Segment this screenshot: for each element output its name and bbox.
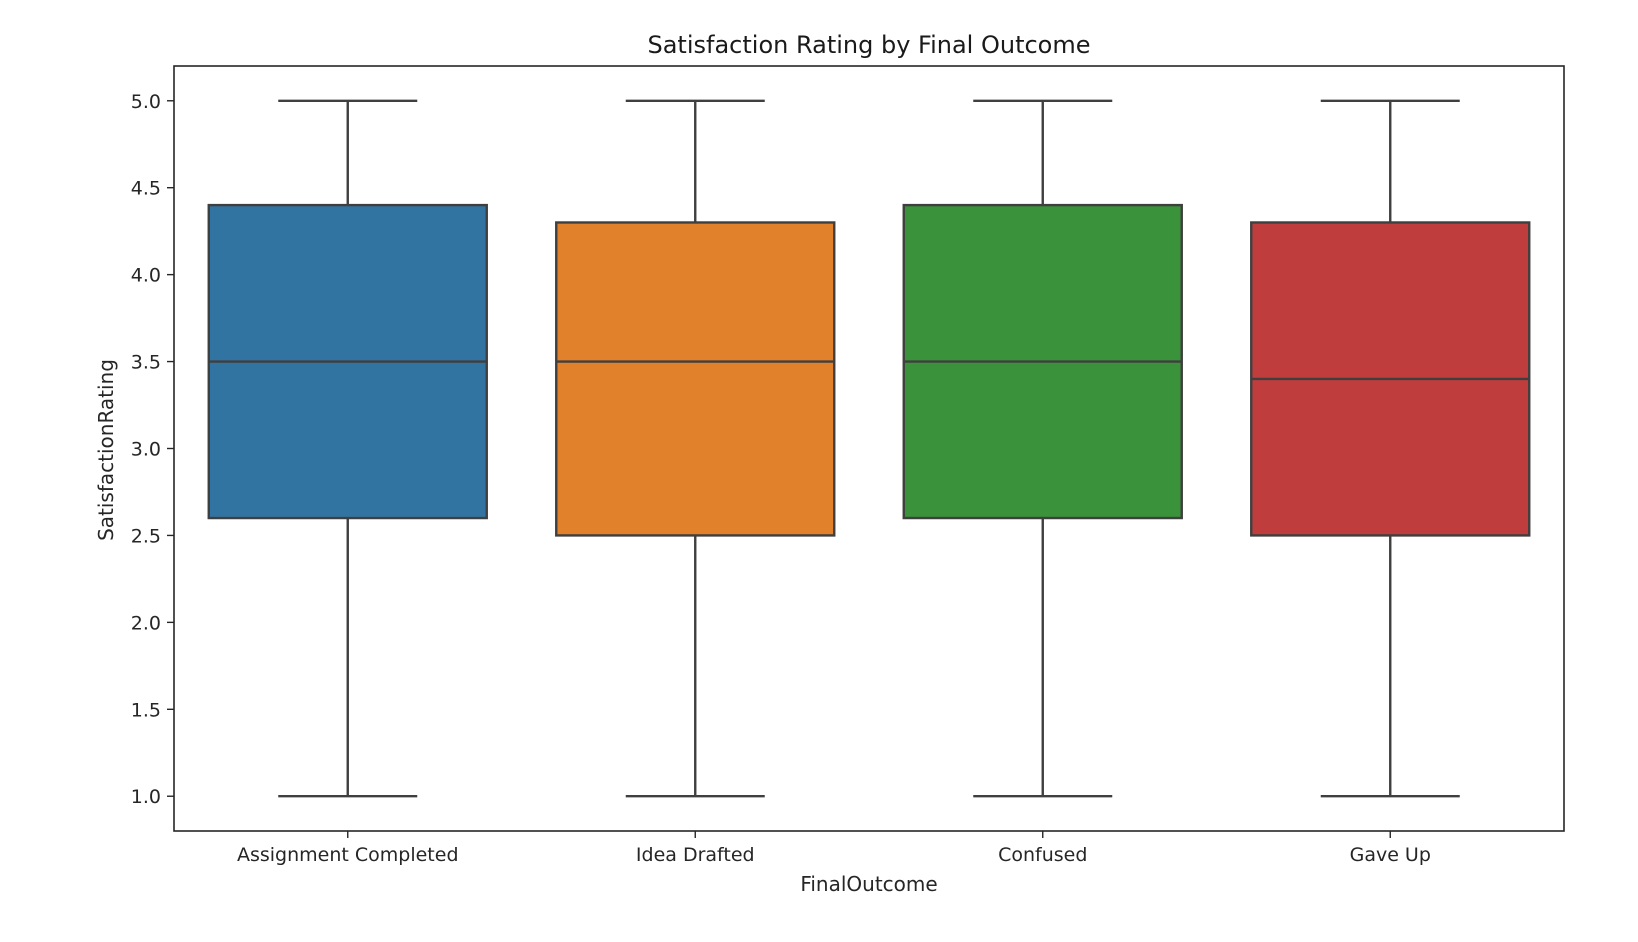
y-axis-label: SatisfactionRating bbox=[94, 359, 118, 541]
y-tick-label-0: 1.0 bbox=[131, 786, 161, 808]
plot-area: Assignment Completed Idea Drafted Confused… bbox=[131, 65, 1565, 866]
plot-frame bbox=[173, 65, 1565, 832]
chart-title: Satisfaction Rating by Final Outcome bbox=[647, 31, 1090, 59]
x-tick-label-gave-up: Gave Up bbox=[1350, 844, 1431, 866]
box-idea-drafted bbox=[555, 221, 836, 537]
y-tick-label-4: 3.0 bbox=[131, 439, 161, 461]
y-tick-label-3: 2.5 bbox=[131, 525, 161, 547]
y-tick-label-2: 2.0 bbox=[131, 612, 161, 634]
y-tick-label-5: 3.5 bbox=[131, 352, 161, 374]
y-tick-label-8: 5.0 bbox=[131, 91, 161, 113]
x-axis-label: FinalOutcome bbox=[800, 872, 937, 896]
x-tick-label-assignment-completed: Assignment Completed bbox=[237, 844, 459, 866]
y-tick-label-6: 4.0 bbox=[131, 265, 161, 287]
y-tick-label-1: 1.5 bbox=[131, 699, 161, 721]
x-tick-label-idea-drafted: Idea Drafted bbox=[636, 844, 755, 866]
y-tick-label-7: 4.5 bbox=[131, 178, 161, 200]
x-tick-label-confused: Confused bbox=[998, 844, 1087, 866]
